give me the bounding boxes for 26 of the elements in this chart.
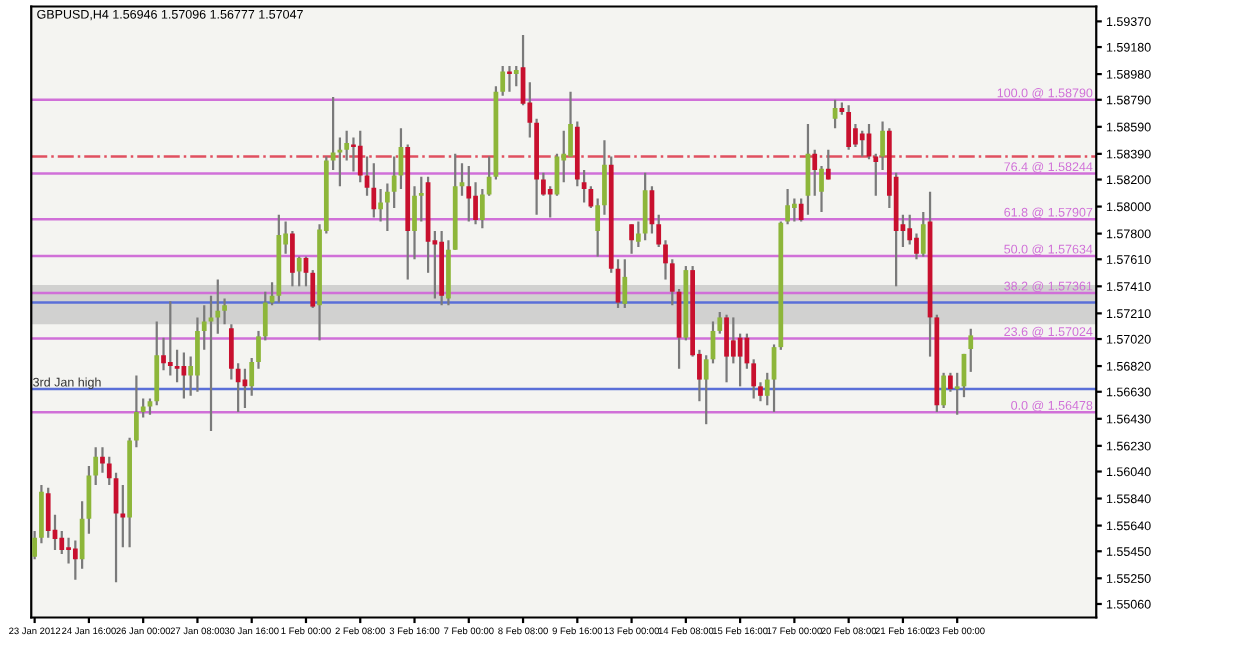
candlestick	[72, 539, 78, 581]
candlestick	[290, 229, 295, 288]
candlestick	[622, 258, 628, 310]
candlestick	[174, 348, 180, 384]
candlestick	[378, 187, 383, 223]
candlestick	[941, 371, 946, 410]
candlestick	[412, 185, 417, 261]
candlestick	[792, 197, 797, 223]
candlestick	[296, 255, 302, 288]
candlestick	[968, 327, 974, 373]
candlestick	[920, 210, 926, 258]
candlestick	[954, 371, 960, 416]
candlestick	[513, 64, 519, 88]
candlestick	[846, 104, 852, 151]
candlestick	[642, 171, 648, 242]
candlestick	[859, 129, 865, 158]
candlestick	[825, 148, 831, 181]
candlestick	[724, 313, 729, 384]
candlestick	[371, 162, 377, 219]
candlestick	[154, 320, 160, 407]
candlestick	[730, 316, 736, 365]
candlestick	[547, 185, 553, 219]
candlestick	[466, 164, 472, 223]
candlestick	[629, 223, 634, 255]
candlestick	[167, 300, 173, 377]
candlestick	[507, 64, 512, 93]
